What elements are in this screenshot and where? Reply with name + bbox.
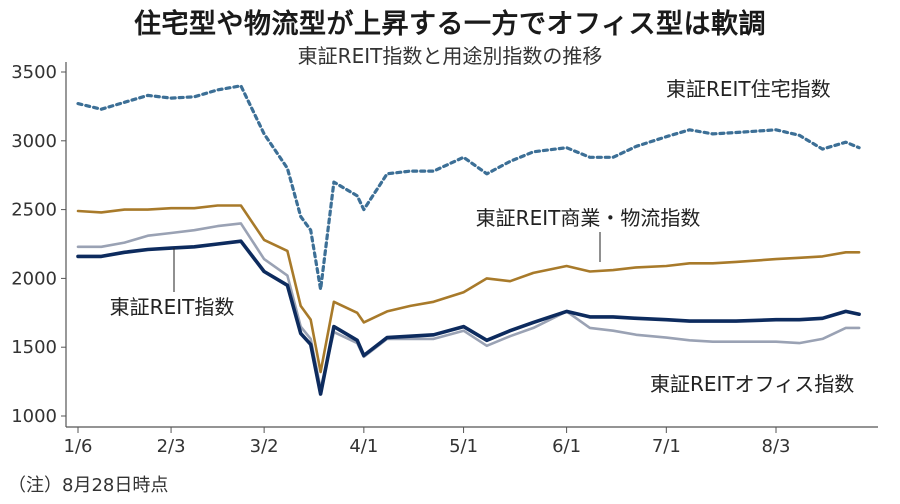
y-tick-label: 3500 — [11, 62, 57, 83]
x-tick-label: 7/1 — [652, 436, 681, 457]
chart-title: 住宅型や物流型が上昇する一方でオフィス型は軟調 — [134, 9, 766, 40]
x-tick-label: 1/6 — [64, 436, 93, 457]
series-layer — [76, 84, 861, 396]
series-label-0: 東証REIT住宅指数 — [666, 77, 831, 101]
series-line-0 — [76, 84, 861, 291]
x-tick-label: 4/1 — [349, 436, 378, 457]
x-tick-label: 2/3 — [157, 436, 186, 457]
series-labels: 東証REIT住宅指数東証REIT商業・物流指数東証REIT指数東証REITオフィ… — [110, 77, 855, 396]
x-tick-label: 5/1 — [449, 436, 478, 457]
x-tick-label: 8/3 — [762, 436, 791, 457]
y-tick-label: 2500 — [11, 200, 57, 221]
y-tick-label: 1500 — [11, 337, 57, 358]
y-tick-label: 1000 — [11, 406, 57, 427]
x-tick-label: 3/2 — [250, 436, 279, 457]
series-label-3: 東証REITオフィス指数 — [650, 372, 854, 396]
y-tick-label: 2000 — [11, 268, 57, 289]
series-label-2: 東証REIT指数 — [110, 295, 235, 319]
series-label-1: 東証REIT商業・物流指数 — [476, 206, 701, 230]
footnote: （注）8月28日時点 — [8, 475, 169, 496]
x-tick-label: 6/1 — [552, 436, 581, 457]
leader-lines — [173, 232, 601, 292]
series-line-3 — [76, 222, 861, 390]
series-line-2 — [76, 239, 861, 396]
y-tick-label: 3000 — [11, 131, 57, 152]
series-line-1 — [76, 204, 861, 374]
axes: 1000 1500 2000 2500 3000 3500 1/6 2/3 3/2 4/1 5/1 6… — [11, 62, 878, 457]
chart-subtitle: 東証REIT指数と用途別指数の推移 — [297, 44, 603, 68]
